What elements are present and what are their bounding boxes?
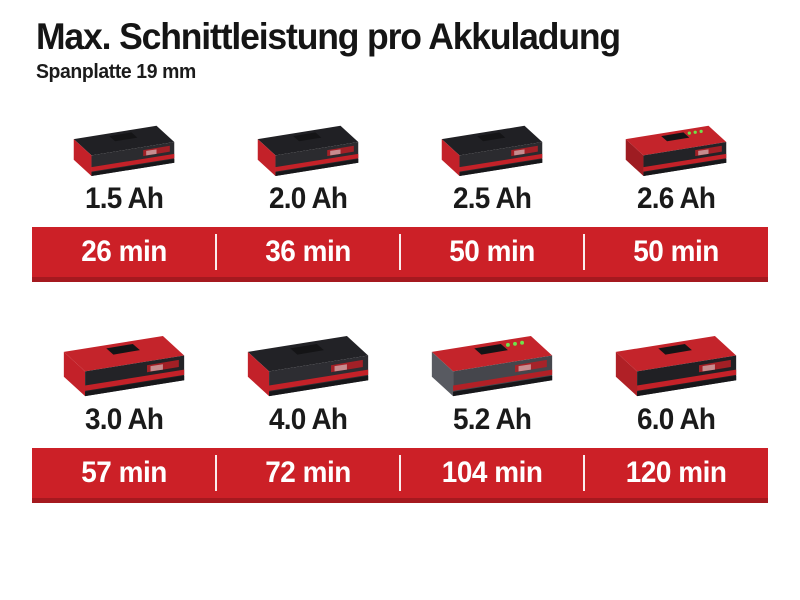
- runtime-cell: 57 min: [32, 448, 216, 498]
- battery-cell-2-0ah: 2.0 Ah: [216, 111, 400, 219]
- runtime-cell: 50 min: [583, 227, 768, 277]
- capacity-label: 4.0 Ah: [268, 402, 348, 436]
- battery-cell-6-0ah: 6.0 Ah: [584, 318, 768, 440]
- battery-row-2: 3.0 Ah 4.0 Ah 5.2 Ah 6.0 Ah: [32, 318, 800, 440]
- header: Max. Schnittleistung pro Akkuladung Span…: [36, 16, 800, 85]
- battery-pack-icon: [247, 335, 369, 396]
- battery-cell-2-5ah: 2.5 Ah: [400, 111, 584, 219]
- battery-pack-icon: [73, 125, 175, 176]
- battery-pack-icon: [441, 125, 543, 176]
- battery-cell-1-5ah: 1.5 Ah: [32, 111, 216, 219]
- battery-pack-icon: [63, 335, 185, 396]
- runtime-value: 72 min: [265, 455, 351, 489]
- runtime-cell: 120 min: [583, 448, 768, 498]
- page-title: Max. Schnittleistung pro Akkuladung: [36, 16, 621, 57]
- capacity-label: 2.0 Ah: [268, 181, 348, 215]
- runtime-value: 57 min: [81, 455, 167, 489]
- capacity-label: 2.6 Ah: [636, 181, 716, 215]
- capacity-label: 1.5 Ah: [84, 181, 164, 215]
- battery-pack-icon: [615, 335, 737, 396]
- runtime-value: 120 min: [625, 455, 727, 489]
- runtime-cell: 26 min: [32, 227, 216, 277]
- runtime-value: 36 min: [265, 234, 351, 268]
- runtime-cell: 36 min: [215, 227, 400, 277]
- battery-pack-icon: [431, 335, 553, 396]
- runtime-value: 50 min: [449, 234, 535, 268]
- runtime-banner-2: 57 min 72 min 104 min 120 min: [32, 447, 768, 503]
- battery-row-1: 1.5 Ah 2.0 Ah 2.5 Ah 2.6 Ah: [32, 111, 800, 219]
- battery-pack-icon: [257, 125, 359, 176]
- capacity-label: 5.2 Ah: [452, 402, 532, 436]
- runtime-cell: 104 min: [399, 448, 584, 498]
- runtime-banner-1: 26 min 36 min 50 min 50 min: [32, 226, 768, 282]
- capacity-label: 6.0 Ah: [636, 402, 716, 436]
- capacity-label: 3.0 Ah: [84, 402, 164, 436]
- battery-cell-3-0ah: 3.0 Ah: [32, 318, 216, 440]
- capacity-label: 2.5 Ah: [452, 181, 532, 215]
- runtime-value: 26 min: [81, 234, 167, 268]
- battery-cell-4-0ah: 4.0 Ah: [216, 318, 400, 440]
- page-subtitle: Spanplatte 19 mm: [36, 60, 196, 83]
- battery-cell-5-2ah: 5.2 Ah: [400, 318, 584, 440]
- runtime-value: 104 min: [441, 455, 543, 489]
- runtime-value: 50 min: [633, 234, 719, 268]
- battery-pack-icon: [625, 125, 727, 176]
- battery-cell-2-6ah: 2.6 Ah: [584, 111, 768, 219]
- runtime-cell: 72 min: [215, 448, 400, 498]
- runtime-cell: 50 min: [399, 227, 584, 277]
